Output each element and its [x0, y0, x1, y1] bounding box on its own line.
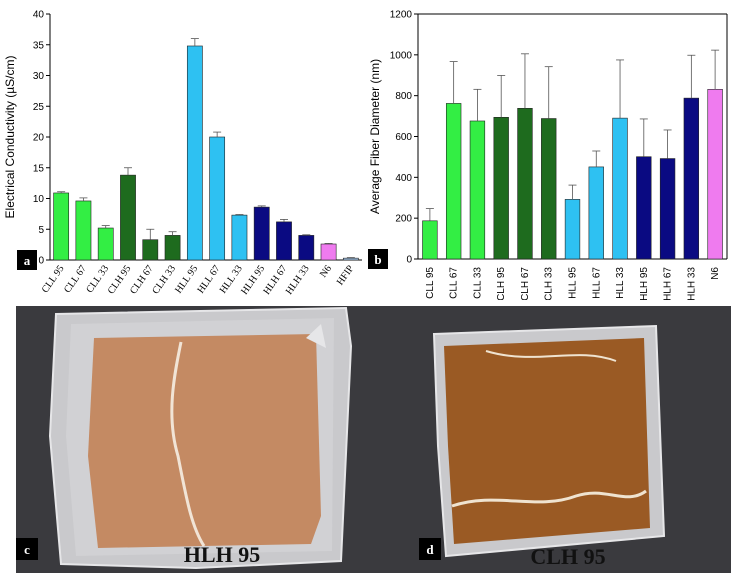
category-label: HFIP	[335, 263, 357, 287]
panel-label-d: d	[426, 542, 434, 557]
membrane-crack-left	[170, 341, 206, 547]
membrane-photos: c HLH 95 d CLH 95	[16, 306, 731, 573]
photo-hlh-95: c HLH 95	[16, 306, 353, 570]
y-tick-label: 600	[395, 132, 412, 143]
category-label: CLH 33	[150, 263, 178, 296]
bar	[298, 235, 315, 261]
bar	[707, 89, 723, 260]
bar	[564, 199, 581, 260]
bar	[97, 227, 114, 261]
y-tick-label: 25	[33, 102, 45, 113]
y-tick-label: 15	[33, 163, 45, 174]
category-label: HLL 33	[615, 267, 626, 299]
category-label: CLL 67	[449, 267, 460, 299]
bar	[120, 174, 136, 261]
y-tick-label: 200	[395, 214, 412, 225]
bar	[75, 200, 92, 261]
bar	[186, 45, 203, 261]
y-tick-label: 0	[38, 256, 44, 267]
bar	[517, 108, 533, 260]
membrane-hlh-95	[88, 334, 321, 548]
bar	[612, 117, 628, 260]
bar	[164, 235, 181, 261]
foil-corner	[306, 324, 326, 348]
panel-label-d-box	[419, 538, 441, 560]
photo-caption-right: CLH 95	[530, 544, 605, 569]
y-tick-label: 400	[395, 173, 412, 184]
y-tick-label: 30	[33, 71, 45, 82]
category-label: HLH 33	[284, 263, 312, 296]
category-label: CLH 33	[544, 267, 555, 300]
category-label: HLH 67	[663, 267, 674, 300]
y-tick-label: 40	[33, 10, 45, 21]
y-axis-title: Average Fiber Diameter (nm)	[368, 59, 382, 214]
y-tick-label: 1000	[390, 50, 413, 61]
membrane-clh-95	[444, 338, 650, 544]
membrane-edge-top	[485, 350, 617, 362]
panel-label: b	[374, 252, 381, 267]
panel-label-c-box	[16, 538, 38, 560]
bar	[142, 239, 159, 261]
category-label: CLL 95	[425, 267, 436, 299]
category-label: CLH 95	[496, 267, 507, 300]
bar	[209, 136, 226, 261]
membrane-edge-right	[451, 489, 647, 508]
category-label: N6	[318, 263, 334, 279]
bar	[422, 220, 438, 260]
bar	[588, 166, 604, 260]
y-axis-title: Electrical Conductivity (µS/cm)	[3, 56, 17, 219]
bar	[493, 117, 509, 260]
y-tick-label: 5	[38, 225, 44, 236]
bar	[342, 257, 359, 261]
conductivity-chart: 0 5 10 15 20 25 30 35 40 Electrical Conductivity …	[3, 10, 362, 297]
bar	[253, 206, 270, 261]
category-label: CLL 33	[472, 267, 483, 299]
bar	[659, 158, 676, 260]
bar	[320, 243, 337, 261]
fiber-diameter-chart: 0 200 400 600 800 1000 1200 Average Fiber Diame…	[368, 10, 728, 300]
category-label: HLH 33	[686, 267, 697, 300]
category-label: HLH 95	[639, 267, 650, 300]
panel-label-box	[368, 249, 388, 269]
photo-caption-left: HLH 95	[184, 542, 260, 567]
bar	[445, 103, 462, 260]
y-tick-label: 10	[33, 194, 45, 205]
panel-label-c: c	[24, 542, 30, 557]
category-label: HLL 67	[591, 267, 602, 299]
panel-label: a	[24, 253, 31, 268]
bar	[683, 97, 700, 260]
category-label: CLH 67	[520, 267, 531, 300]
photo-clh-95: d CLH 95	[419, 324, 666, 569]
category-label: N6	[710, 267, 721, 280]
bar	[53, 192, 70, 261]
bar	[231, 214, 248, 261]
y-tick-label: 800	[395, 91, 412, 102]
bar	[469, 120, 486, 260]
y-tick-label: 20	[33, 133, 45, 144]
bar	[636, 156, 652, 260]
bar	[541, 118, 557, 260]
y-tick-label: 0	[406, 255, 412, 266]
y-tick-label: 35	[33, 40, 45, 51]
category-label: HLL 95	[568, 267, 579, 299]
bar	[276, 221, 292, 261]
y-tick-label: 1200	[390, 10, 413, 21]
panel-label-box	[17, 250, 37, 270]
